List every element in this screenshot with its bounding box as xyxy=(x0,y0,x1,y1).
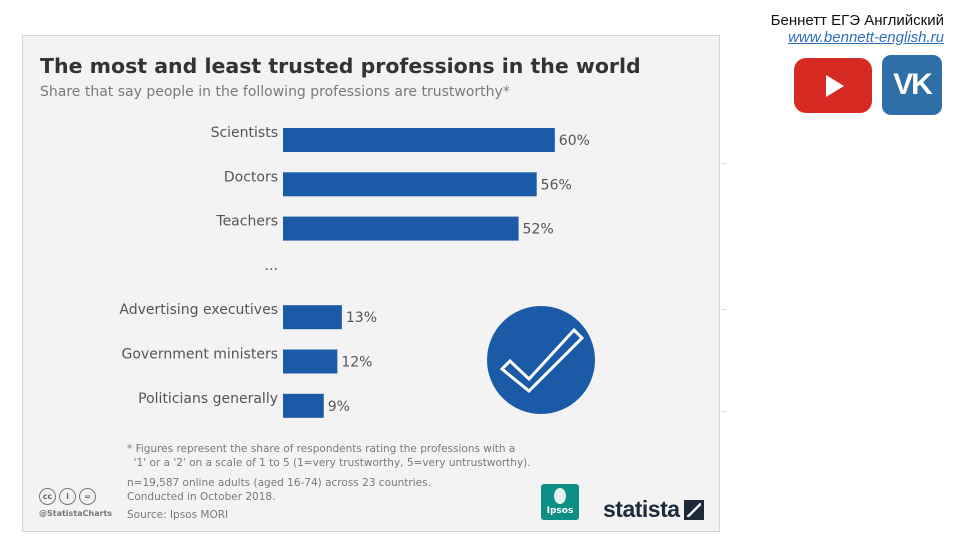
brand-url-link[interactable]: www.bennett-english.ru xyxy=(788,29,944,46)
branding: Беннетт ЕГЭ Английский www.bennett-engli… xyxy=(771,12,944,46)
bar xyxy=(283,128,555,152)
statista-logo-text: statista xyxy=(603,496,680,522)
ipsos-logo: Ipsos xyxy=(541,484,579,520)
value-label: 52% xyxy=(523,222,554,238)
footnote: * Figures represent the share of respond… xyxy=(127,442,597,522)
source-note: Source: Ipsos MORI xyxy=(127,509,229,521)
bar xyxy=(283,172,537,197)
value-label: 56% xyxy=(541,177,572,193)
vk-icon[interactable]: VK xyxy=(882,55,942,115)
bar xyxy=(283,349,338,374)
bar xyxy=(283,305,342,330)
category-label: ... xyxy=(265,258,278,274)
value-label: 12% xyxy=(341,355,372,371)
category-label: Scientists xyxy=(211,125,278,141)
category-label: Teachers xyxy=(215,214,278,230)
bar xyxy=(283,216,519,241)
ipsos-logo-text: Ipsos xyxy=(546,506,574,516)
youtube-icon[interactable] xyxy=(794,58,872,113)
statista-handle: @StatistaCharts xyxy=(39,509,113,518)
vk-logo-text: VK xyxy=(893,68,933,101)
cc-icon: cc xyxy=(39,488,56,505)
statista-logo: statista xyxy=(603,496,704,523)
footnote-line: * Figures represent the share of respond… xyxy=(127,443,516,455)
license-block: cc i = @StatistaCharts xyxy=(39,488,112,518)
bar-chart: Scientists 60% Doctors 56% Teachers 52%... Adv… xyxy=(119,125,590,418)
play-icon xyxy=(826,74,844,97)
category-label: Government ministers xyxy=(122,347,279,363)
statista-mark-icon xyxy=(683,499,704,520)
checkmark-icon xyxy=(486,305,596,419)
chart-card: The most and least trusted professions i… xyxy=(22,35,720,532)
equals-icon: = xyxy=(79,488,96,505)
person-icon: i xyxy=(59,488,76,505)
sample-note: n=19,587 online adults (aged 16-74) acro… xyxy=(127,477,431,489)
chart-title: The most and least trusted professions i… xyxy=(40,54,641,78)
footnote-line: '1' or a '2' on a scale of 1 to 5 (1=ver… xyxy=(127,457,531,469)
bar xyxy=(283,393,324,418)
category-label: Doctors xyxy=(224,169,278,185)
chart-subtitle: Share that say people in the following p… xyxy=(40,84,510,100)
value-label: 60% xyxy=(559,133,590,149)
conducted-note: Conducted in October 2018. xyxy=(127,491,276,503)
value-label: 9% xyxy=(328,399,350,415)
value-label: 13% xyxy=(346,310,377,326)
category-label: Politicians generally xyxy=(138,391,278,407)
category-label: Advertising executives xyxy=(119,302,278,318)
brand-name: Беннетт ЕГЭ Английский xyxy=(770,12,944,29)
